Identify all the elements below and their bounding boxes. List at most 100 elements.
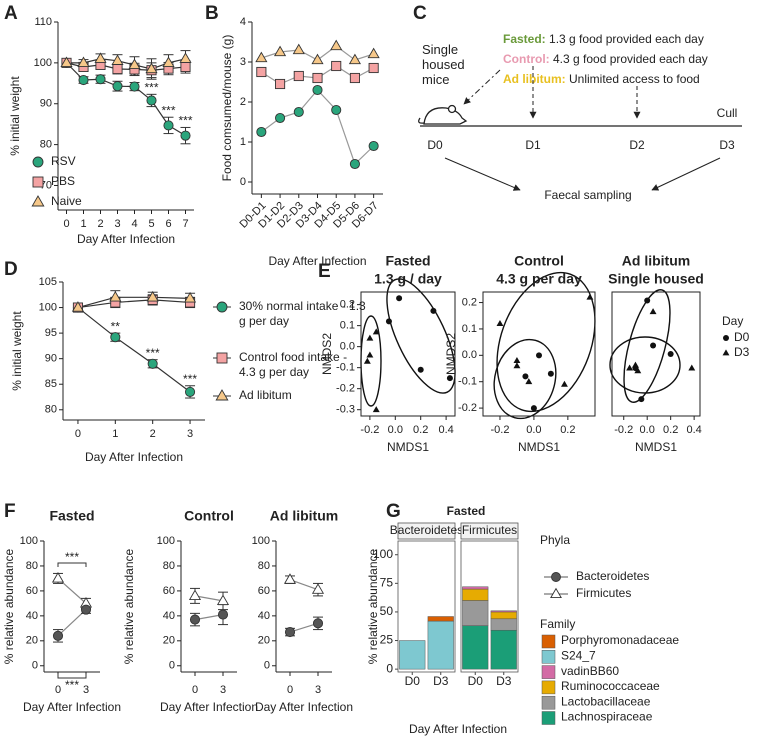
- marker: [331, 104, 342, 116]
- marker: [312, 72, 323, 84]
- timepoint: D3: [719, 138, 735, 152]
- y-tick-label: 25: [380, 633, 394, 647]
- x-tick-label: -0.2: [360, 424, 379, 436]
- marker: [513, 362, 521, 369]
- marker: [349, 72, 360, 84]
- marker: [274, 45, 287, 57]
- chart-title: Control: [514, 253, 564, 269]
- x-tick-label: 0.4: [686, 424, 701, 436]
- marker: [522, 373, 529, 380]
- legend-label: vadinBB60: [561, 664, 619, 678]
- x-tick-label: D3: [433, 674, 449, 688]
- chart-subtitle: 1.3 g / day: [374, 271, 442, 287]
- y-axis-label: % relative abundance: [2, 548, 16, 664]
- legend-label: Bacteroidetes: [576, 569, 649, 583]
- y-tick-label: 50: [380, 604, 394, 618]
- legend-label: Ruminococcaceae: [561, 679, 660, 693]
- legend-label: D3: [734, 345, 750, 359]
- x-tick-label: D0: [405, 674, 421, 688]
- legend-label: Lachnospiraceae: [561, 710, 653, 724]
- marker: [723, 335, 729, 341]
- marker: [667, 351, 674, 357]
- marker: [311, 583, 325, 594]
- marker: [550, 587, 562, 599]
- marker: [112, 81, 123, 92]
- legend-label: D0: [734, 330, 750, 344]
- marker: [51, 572, 65, 583]
- y-tick-label: 0: [386, 661, 393, 675]
- x-axis-label: Day After Infection: [255, 700, 353, 714]
- plot-frame: [611, 291, 701, 417]
- bar-segment: [427, 616, 454, 622]
- y-tick-label: 110: [34, 16, 52, 28]
- y-tick-label: 90: [40, 98, 52, 110]
- marker: [385, 318, 392, 325]
- legend-label: PBS: [51, 174, 75, 188]
- marker: [312, 84, 323, 96]
- y-tick-label: 95: [45, 327, 57, 339]
- marker: [650, 342, 657, 349]
- marker: [363, 357, 371, 364]
- series-line: [260, 89, 375, 166]
- legend-label: S24_7: [561, 648, 596, 662]
- x-tick-label: 0.2: [560, 424, 575, 436]
- significance-label: **: [111, 319, 121, 333]
- y-tick-label: 0: [240, 176, 246, 188]
- marker: [78, 74, 89, 86]
- x-tick-label: D3: [496, 674, 512, 688]
- legend-title: Day: [722, 314, 743, 328]
- y-axis-label: Food comsumed/mouse (g): [220, 35, 234, 182]
- y-tick-label: 80: [45, 404, 57, 416]
- marker: [366, 351, 374, 358]
- x-tick-label: 0.0: [640, 424, 655, 436]
- marker: [112, 63, 123, 75]
- group-text: 1.3 g food provided each day: [549, 32, 704, 46]
- significance-bracket: [57, 674, 87, 679]
- legend-label: RSV: [51, 154, 76, 168]
- marker: [147, 358, 158, 369]
- significance-label: ***: [183, 372, 197, 386]
- marker: [146, 95, 157, 106]
- x-axis-label: NMDS1: [387, 440, 429, 454]
- marker: [94, 52, 107, 63]
- y-tick-label: 100: [20, 535, 38, 547]
- bar-segment: [427, 620, 454, 670]
- marker: [31, 195, 45, 207]
- arrow: [444, 157, 521, 191]
- series-line: [57, 609, 87, 637]
- y-tick-label: 60: [163, 585, 175, 597]
- timepoint: D0: [427, 138, 443, 152]
- legend-title: Family: [540, 617, 575, 631]
- marker: [80, 604, 92, 615]
- panel-letter: D: [4, 259, 18, 280]
- y-tick-label: 2: [240, 96, 246, 108]
- marker: [372, 328, 380, 335]
- marker: [128, 58, 141, 70]
- significance-label: ***: [146, 346, 160, 360]
- group-line: Control: 4.3 g food provided each day: [503, 52, 708, 66]
- marker: [217, 609, 229, 620]
- y-axis-label: NMDS2: [444, 333, 458, 375]
- chart-subtitle: Single housed: [608, 271, 704, 287]
- marker: [275, 78, 286, 90]
- arrow: [651, 157, 721, 191]
- marker: [188, 589, 202, 601]
- y-tick-label: 3: [240, 56, 246, 68]
- marker: [547, 370, 554, 377]
- marker: [688, 364, 696, 371]
- marker: [60, 56, 73, 67]
- x-tick-label: 0: [55, 684, 61, 696]
- marker: [284, 627, 296, 638]
- x-tick-label: 0.2: [413, 424, 428, 436]
- marker: [632, 361, 639, 368]
- y-tick-label: 90: [45, 353, 57, 365]
- y-axis-label: % initial weight: [10, 311, 24, 391]
- group-name: Ad libitum:: [503, 72, 566, 86]
- y-tick-label: 100: [34, 57, 52, 69]
- plot-frame: [360, 291, 456, 417]
- x-tick-label: -0.2: [614, 424, 633, 436]
- x-tick-label: 2: [97, 218, 103, 230]
- ellipses: [360, 271, 681, 420]
- marker: [145, 62, 158, 74]
- marker: [110, 332, 121, 343]
